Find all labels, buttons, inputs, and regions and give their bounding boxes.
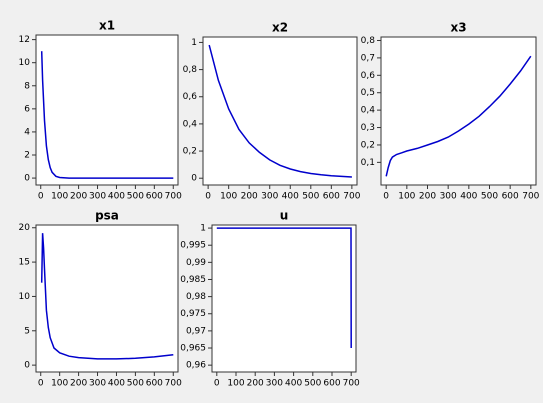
x-tick-label: 300 bbox=[266, 379, 283, 389]
y-tick-label: 0,975 bbox=[180, 309, 206, 319]
x-tick-label: 200 bbox=[419, 192, 436, 202]
x-tick-label: 500 bbox=[304, 379, 321, 389]
x-tick-label: 0 bbox=[214, 379, 220, 389]
y-tick-label: 15 bbox=[19, 258, 30, 268]
x-tick-label: 200 bbox=[70, 192, 87, 202]
y-tick-label: 1 bbox=[191, 38, 197, 48]
data-line bbox=[385, 55, 532, 177]
x-tick-label: 0 bbox=[205, 192, 211, 202]
data-line bbox=[216, 227, 352, 349]
chart-title: x3 bbox=[450, 21, 466, 35]
y-tick-label: 4 bbox=[24, 127, 30, 137]
x-tick-label: 200 bbox=[70, 379, 87, 389]
y-tick-label: 0,5 bbox=[361, 88, 375, 98]
y-tick-label: 2 bbox=[24, 151, 30, 161]
y-tick-label: 0,4 bbox=[183, 119, 198, 129]
x-tick-label: 400 bbox=[282, 192, 299, 202]
plot-area bbox=[35, 34, 179, 186]
data-line bbox=[40, 51, 174, 179]
x-tick-label: 300 bbox=[89, 192, 106, 202]
y-tick-label: 12 bbox=[19, 35, 30, 45]
x-tick-label: 700 bbox=[165, 379, 182, 389]
x-tick-label: 700 bbox=[522, 192, 539, 202]
y-tick-label: 10 bbox=[19, 58, 31, 68]
x-tick-label: 600 bbox=[502, 192, 519, 202]
y-tick-label: 0,3 bbox=[361, 123, 375, 133]
y-tick-label: 0,97 bbox=[186, 326, 206, 336]
y-tick-label: 0,6 bbox=[183, 92, 198, 102]
x-tick-label: 500 bbox=[127, 379, 144, 389]
x-tick-label: 300 bbox=[89, 379, 106, 389]
y-tick-label: 0,995 bbox=[180, 241, 206, 251]
y-tick-label: 0,6 bbox=[361, 71, 376, 81]
data-line bbox=[208, 44, 352, 178]
y-tick-label: 0,98 bbox=[186, 292, 206, 302]
y-tick-label: 0,7 bbox=[361, 53, 375, 63]
y-tick-label: 10 bbox=[19, 292, 31, 302]
plot-area bbox=[35, 224, 179, 373]
y-tick-label: 0,8 bbox=[361, 36, 376, 46]
y-tick-label: 0,985 bbox=[180, 275, 206, 285]
x-tick-label: 100 bbox=[51, 192, 68, 202]
x-tick-label: 700 bbox=[165, 192, 182, 202]
x-tick-label: 500 bbox=[302, 192, 319, 202]
chart-title: x1 bbox=[99, 19, 115, 33]
x-tick-label: 600 bbox=[146, 192, 163, 202]
x-tick-label: 200 bbox=[247, 379, 264, 389]
y-tick-label: 20 bbox=[19, 223, 31, 233]
x-tick-label: 100 bbox=[227, 379, 244, 389]
data-line bbox=[40, 233, 174, 360]
x-tick-label: 100 bbox=[51, 379, 68, 389]
x-tick-label: 200 bbox=[241, 192, 258, 202]
x-tick-label: 400 bbox=[108, 192, 125, 202]
x-tick-label: 0 bbox=[383, 192, 389, 202]
y-tick-label: 0,99 bbox=[186, 258, 206, 268]
y-tick-label: 0,4 bbox=[361, 106, 376, 116]
y-tick-label: 0 bbox=[24, 174, 30, 184]
y-tick-label: 5 bbox=[24, 326, 30, 336]
y-tick-label: 0,2 bbox=[361, 140, 375, 150]
y-tick-label: 6 bbox=[24, 104, 30, 114]
chart-title: x2 bbox=[272, 21, 288, 35]
x-tick-label: 100 bbox=[398, 192, 415, 202]
y-tick-label: 0,96 bbox=[186, 361, 206, 371]
x-tick-label: 400 bbox=[285, 379, 302, 389]
x-tick-label: 300 bbox=[261, 192, 278, 202]
x-tick-label: 400 bbox=[108, 379, 125, 389]
x-tick-label: 700 bbox=[343, 379, 360, 389]
y-tick-label: 0,1 bbox=[361, 158, 375, 168]
plot-area bbox=[202, 36, 358, 186]
x-tick-label: 600 bbox=[323, 192, 340, 202]
plot-area bbox=[211, 224, 357, 373]
y-tick-label: 0 bbox=[24, 361, 30, 371]
x-tick-label: 600 bbox=[146, 379, 163, 389]
y-tick-label: 0 bbox=[191, 174, 197, 184]
chart-title: u bbox=[280, 209, 289, 223]
x-tick-label: 600 bbox=[323, 379, 340, 389]
x-tick-label: 300 bbox=[440, 192, 457, 202]
y-tick-label: 0,965 bbox=[180, 344, 206, 354]
y-tick-label: 0,2 bbox=[183, 147, 197, 157]
x-tick-label: 500 bbox=[481, 192, 498, 202]
y-tick-label: 0,8 bbox=[183, 65, 198, 75]
x-tick-label: 500 bbox=[127, 192, 144, 202]
x-tick-label: 0 bbox=[38, 192, 44, 202]
chart-title: psa bbox=[95, 209, 119, 223]
y-tick-label: 1 bbox=[200, 224, 206, 234]
x-tick-label: 100 bbox=[220, 192, 237, 202]
plot-area bbox=[380, 36, 537, 186]
x-tick-label: 700 bbox=[343, 192, 360, 202]
x-tick-label: 400 bbox=[460, 192, 477, 202]
y-tick-label: 8 bbox=[24, 81, 30, 91]
x-tick-label: 0 bbox=[38, 379, 44, 389]
